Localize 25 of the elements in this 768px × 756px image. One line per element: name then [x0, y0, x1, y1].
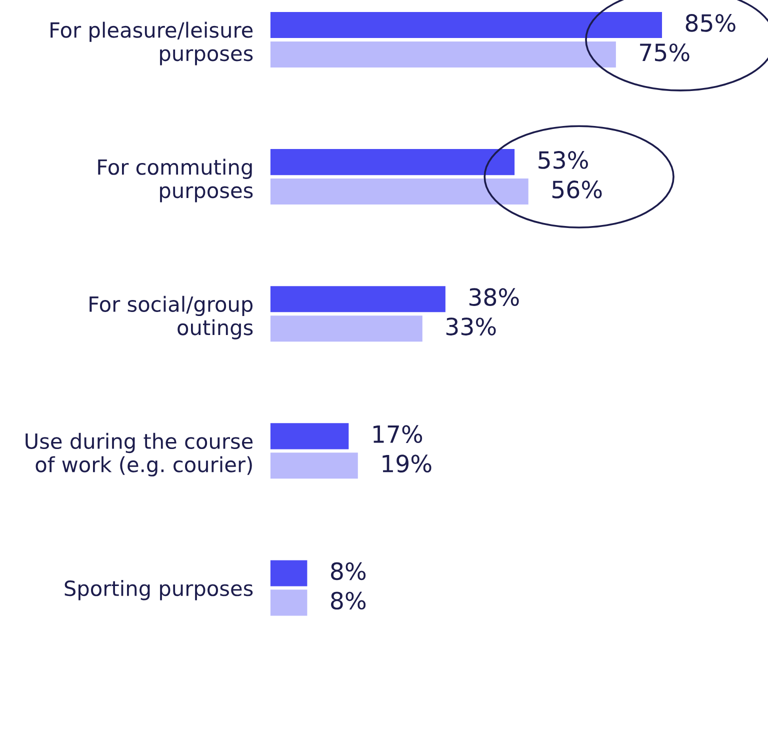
y-tick-label: Use during the course of work (e.g. courier) [26, 432, 253, 476]
bar [270, 452, 358, 479]
y-tick-label: For social/group outings [90, 296, 253, 340]
bar [270, 286, 446, 312]
data-label: 85% [686, 14, 736, 32]
bar [270, 423, 349, 450]
data-label: 17% [373, 425, 422, 444]
data-label: 19% [382, 454, 432, 472]
data-label: 33% [446, 318, 496, 336]
data-label: 8% [331, 592, 366, 610]
bar [270, 41, 616, 68]
data-label: 75% [640, 43, 690, 62]
data-label: 53% [538, 151, 588, 169]
bar [270, 12, 662, 38]
bar [270, 149, 515, 176]
y-tick-label: For pleasure/leisure purposes [50, 22, 253, 66]
bar [270, 178, 528, 205]
bar [270, 560, 308, 586]
bar [270, 316, 422, 342]
y-tick-label: For commuting purposes [98, 158, 253, 202]
data-label: 56% [552, 180, 602, 198]
data-label: 8% [331, 562, 366, 580]
data-label: 38% [469, 288, 519, 306]
bar [270, 590, 308, 616]
y-tick-label: Sporting purposes [64, 580, 253, 600]
